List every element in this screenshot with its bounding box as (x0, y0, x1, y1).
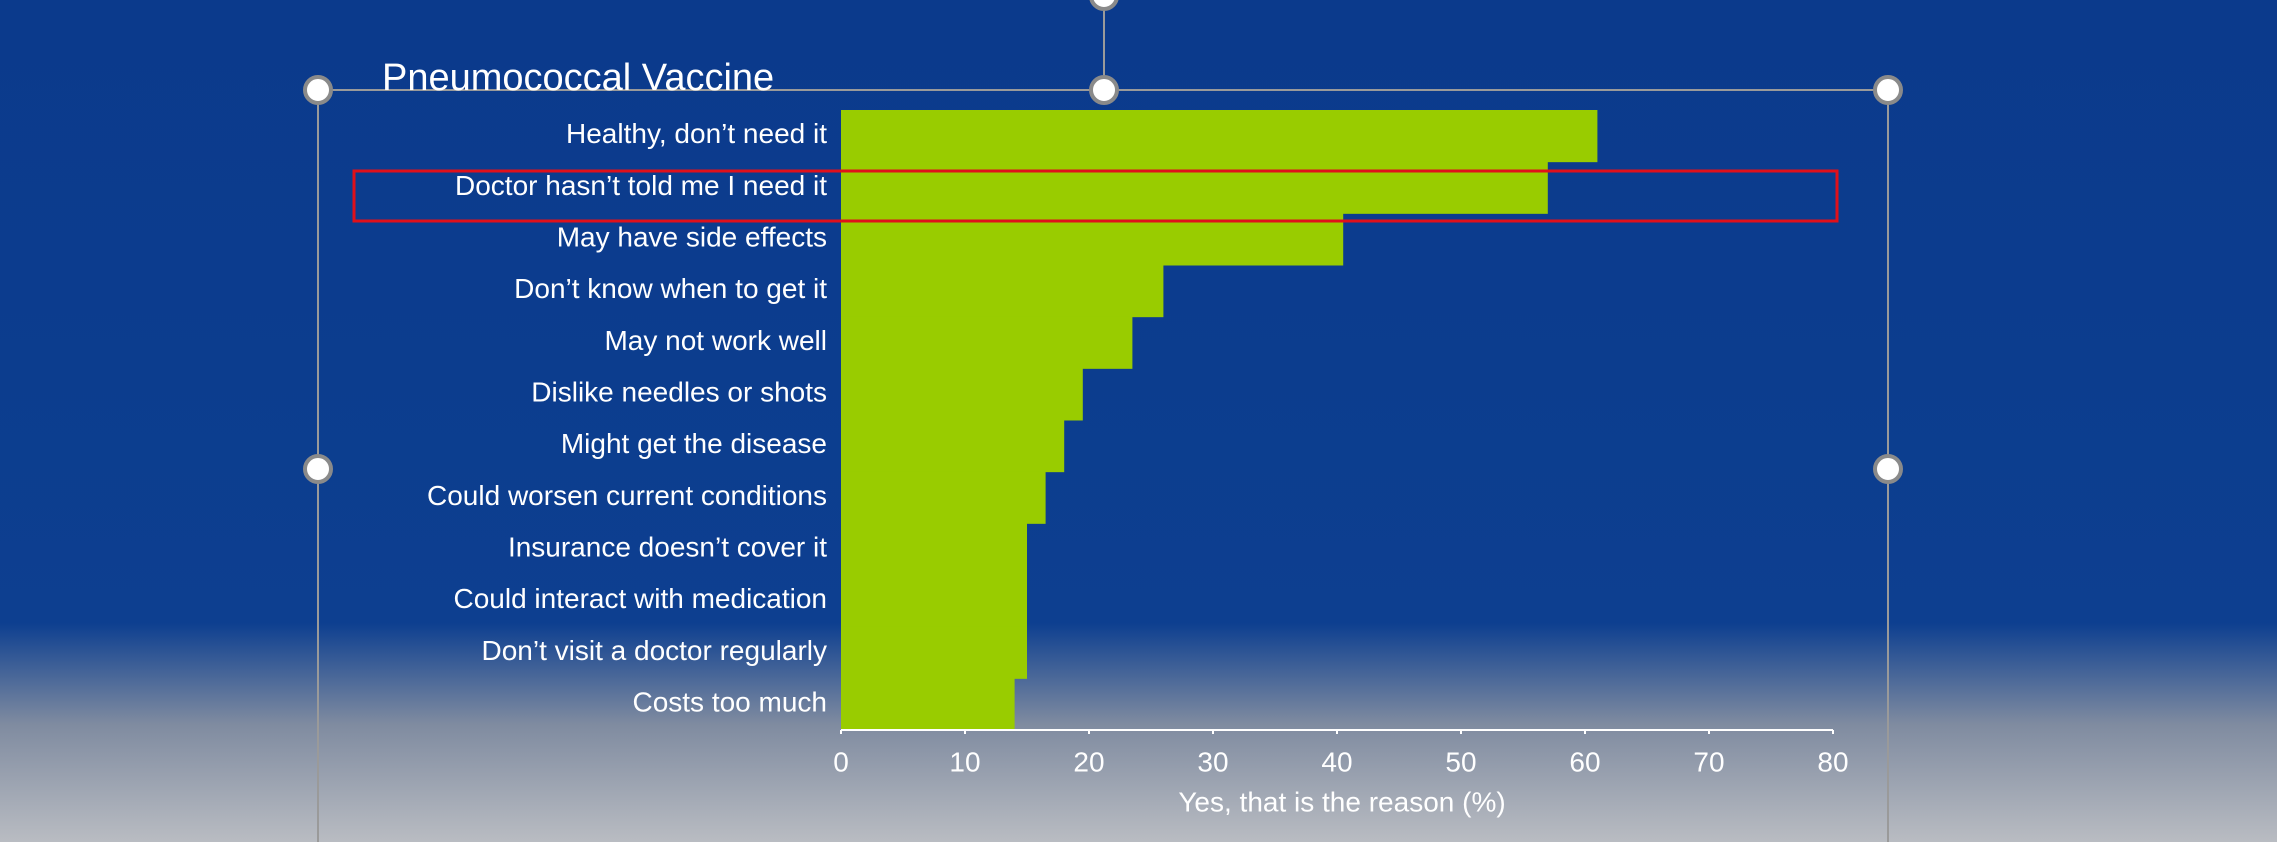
bar (841, 420, 1065, 473)
handles (303, 0, 1903, 484)
x-tick-label: 40 (1321, 746, 1352, 777)
x-tick-label: 60 (1569, 746, 1600, 777)
y-tick-label: Might get the disease (561, 428, 827, 459)
bar (841, 678, 1015, 731)
x-tick-label: 30 (1197, 746, 1228, 777)
x-axis-label: Yes, that is the reason (%) (1178, 786, 1505, 817)
y-tick-label: Doctor hasn’t told me I need it (455, 170, 827, 201)
resize-handle[interactable] (1873, 75, 1903, 105)
y-tick-label: Could worsen current conditions (427, 480, 827, 511)
bar (841, 110, 1598, 163)
bar (841, 265, 1164, 318)
x-tick-label: 70 (1693, 746, 1724, 777)
rotate-handle[interactable] (1089, 0, 1119, 11)
x-tick-label: 80 (1817, 746, 1848, 777)
chart-title: Pneumococcal Vaccine (382, 57, 774, 99)
y-tick-label: Don’t know when to get it (514, 273, 827, 304)
y-tick-label: Could interact with medication (453, 583, 827, 614)
bar (841, 523, 1027, 576)
resize-handle[interactable] (303, 454, 333, 484)
bar (841, 471, 1046, 524)
resize-handle[interactable] (303, 75, 333, 105)
y-tick-label: May not work well (604, 325, 827, 356)
y-tick-label: May have side effects (557, 222, 827, 253)
bar (841, 316, 1133, 369)
bar (841, 161, 1548, 214)
resize-handle[interactable] (1873, 454, 1903, 484)
y-tick-label: Costs too much (632, 687, 827, 718)
bar (841, 626, 1027, 679)
bar (841, 575, 1027, 628)
bar (841, 368, 1083, 421)
y-tick-label: Dislike needles or shots (531, 377, 827, 408)
resize-handle[interactable] (1089, 75, 1119, 105)
highlight-box (352, 169, 1839, 223)
x-tick-label: 50 (1445, 746, 1476, 777)
y-tick-label: Don’t visit a doctor regularly (482, 635, 827, 666)
x-tick-label: 20 (1073, 746, 1104, 777)
x-tick-label: 10 (949, 746, 980, 777)
y-tick-label: Healthy, don’t need it (566, 118, 827, 149)
y-tick-label: Insurance doesn’t cover it (508, 532, 827, 563)
x-tick-label: 0 (833, 746, 849, 777)
